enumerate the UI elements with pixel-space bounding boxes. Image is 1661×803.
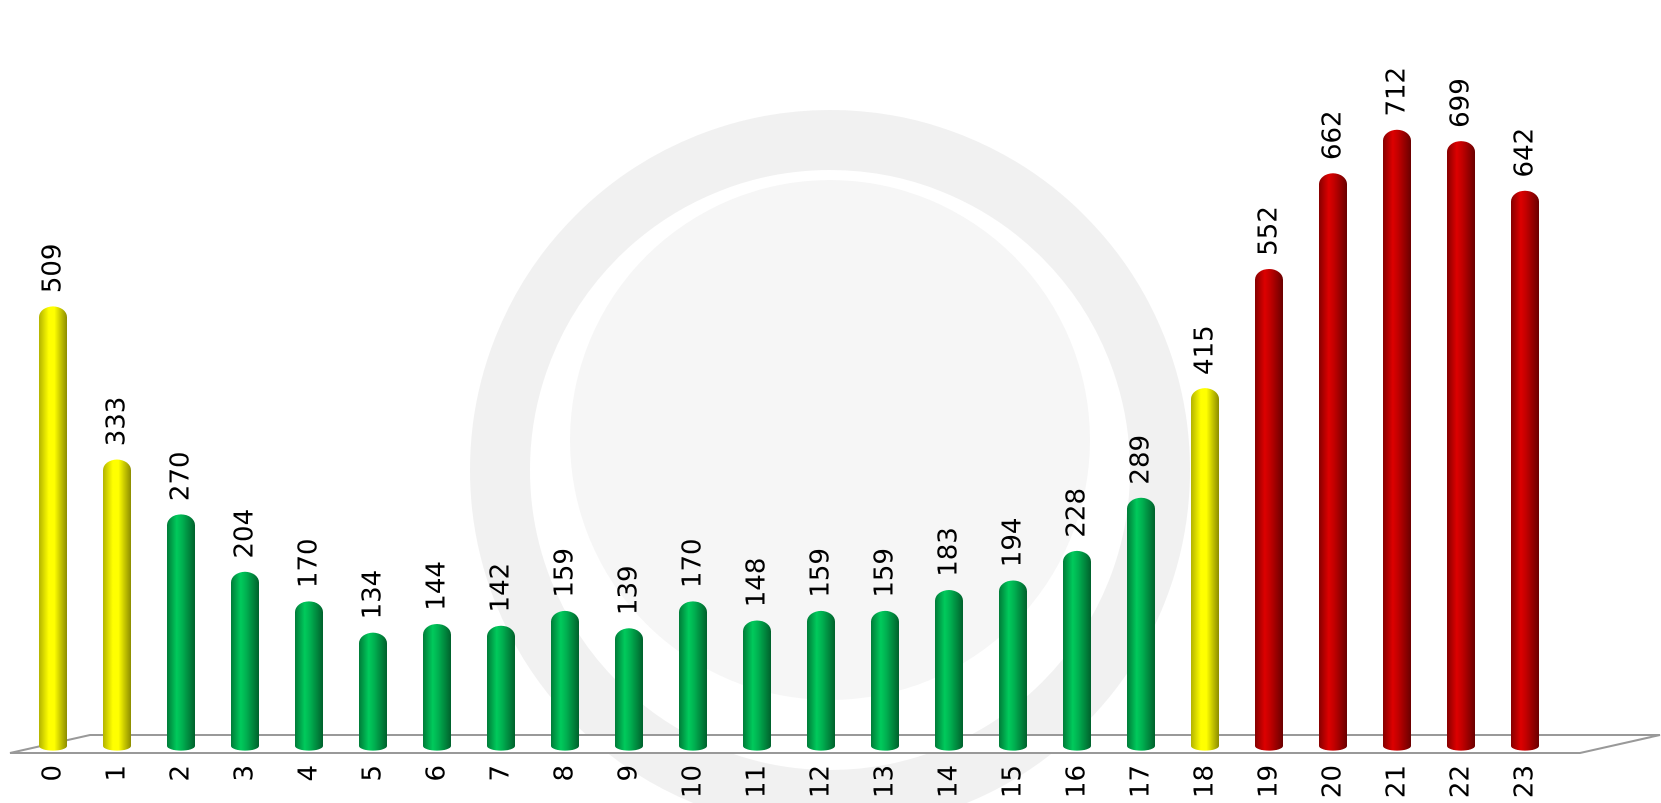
bar [1319, 173, 1347, 750]
bar [1191, 388, 1219, 750]
x-tick-label: 17 [1126, 765, 1156, 798]
value-label: 228 [1062, 488, 1092, 538]
x-tick-label: 14 [934, 765, 964, 798]
value-label: 509 [38, 244, 68, 294]
x-tick-label: 1 [102, 765, 132, 782]
x-tick-label: 4 [294, 765, 324, 782]
bar [807, 611, 835, 751]
x-tick-label: 16 [1062, 765, 1092, 798]
bar [1255, 269, 1283, 751]
bar [935, 590, 963, 751]
x-tick-label: 8 [550, 765, 580, 782]
value-label: 204 [230, 509, 260, 559]
bar [551, 611, 579, 751]
value-label: 289 [1126, 435, 1156, 485]
x-tick-label: 0 [38, 765, 68, 782]
bar [615, 628, 643, 750]
x-tick-label: 12 [806, 765, 836, 798]
value-label: 712 [1382, 67, 1412, 117]
value-label: 144 [422, 561, 452, 611]
x-tick-label: 19 [1254, 765, 1284, 798]
x-tick-label: 13 [870, 765, 900, 798]
bar [487, 626, 515, 751]
x-tick-label: 10 [678, 765, 708, 798]
bar [231, 572, 259, 751]
value-label: 270 [166, 451, 196, 501]
value-label: 159 [550, 548, 580, 598]
value-label: 194 [998, 518, 1028, 568]
value-label: 134 [358, 570, 388, 620]
value-label: 159 [806, 548, 836, 598]
x-tick-label: 18 [1190, 765, 1220, 798]
bar [679, 601, 707, 750]
bar [359, 633, 387, 751]
bar [1511, 191, 1539, 751]
x-tick-label: 9 [614, 765, 644, 782]
x-tick-label: 2 [166, 765, 196, 782]
x-tick-label: 20 [1318, 765, 1348, 798]
value-label: 170 [294, 538, 324, 588]
x-tick-label: 21 [1382, 765, 1412, 798]
bar [39, 306, 67, 750]
x-tick-label: 15 [998, 765, 1028, 798]
bar [999, 580, 1027, 750]
value-label: 148 [742, 558, 772, 608]
x-tick-label: 11 [742, 765, 772, 798]
value-label: 552 [1254, 206, 1284, 256]
value-label: 183 [934, 527, 964, 577]
value-label: 415 [1190, 325, 1220, 375]
bar [295, 601, 323, 750]
value-label: 699 [1446, 78, 1476, 128]
chart: 509 0 333 1 270 2 204 3 170 4 134 5 144 6 142 7 159 8 139 9… [0, 0, 1661, 803]
bar [1127, 498, 1155, 751]
bar [1383, 130, 1411, 751]
bar [1447, 141, 1475, 751]
value-label: 170 [678, 538, 708, 588]
x-tick-label: 5 [358, 765, 388, 782]
value-label: 662 [1318, 110, 1348, 160]
bar [423, 624, 451, 751]
bar [871, 611, 899, 751]
x-tick-label: 23 [1510, 765, 1540, 798]
bar [1063, 551, 1091, 751]
bar [167, 514, 195, 750]
x-tick-label: 22 [1446, 765, 1476, 798]
x-tick-label: 6 [422, 765, 452, 782]
value-label: 159 [870, 548, 900, 598]
value-label: 142 [486, 563, 516, 613]
bar [103, 460, 131, 751]
x-tick-label: 7 [486, 765, 516, 782]
value-label: 333 [102, 397, 132, 447]
x-tick-label: 3 [230, 765, 260, 782]
bar [743, 620, 771, 750]
value-label: 139 [614, 565, 644, 615]
value-label: 642 [1510, 128, 1540, 178]
